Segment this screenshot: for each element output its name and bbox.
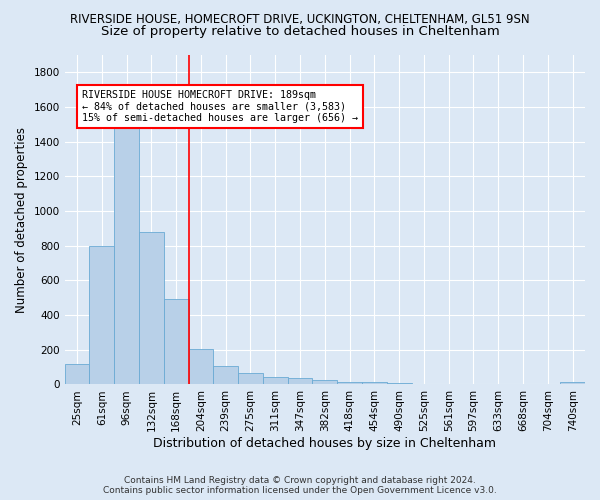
Bar — [114, 128, 139, 384]
Bar — [287, 378, 313, 384]
Text: Contains HM Land Registry data © Crown copyright and database right 2024.
Contai: Contains HM Land Registry data © Crown c… — [103, 476, 497, 495]
Bar — [560, 382, 585, 384]
Bar — [139, 232, 164, 384]
Bar — [238, 373, 263, 384]
Bar — [188, 349, 214, 384]
Bar — [263, 376, 287, 384]
Text: Size of property relative to detached houses in Cheltenham: Size of property relative to detached ho… — [101, 25, 499, 38]
Bar — [164, 300, 188, 384]
Bar — [337, 382, 362, 384]
Text: RIVERSIDE HOUSE HOMECROFT DRIVE: 189sqm
← 84% of detached houses are smaller (3,: RIVERSIDE HOUSE HOMECROFT DRIVE: 189sqm … — [82, 90, 358, 123]
Bar — [65, 364, 89, 384]
Bar — [387, 383, 412, 384]
Bar — [89, 246, 114, 384]
Bar — [313, 380, 337, 384]
Bar — [362, 382, 387, 384]
X-axis label: Distribution of detached houses by size in Cheltenham: Distribution of detached houses by size … — [154, 437, 496, 450]
Text: RIVERSIDE HOUSE, HOMECROFT DRIVE, UCKINGTON, CHELTENHAM, GL51 9SN: RIVERSIDE HOUSE, HOMECROFT DRIVE, UCKING… — [70, 12, 530, 26]
Bar — [214, 366, 238, 384]
Y-axis label: Number of detached properties: Number of detached properties — [15, 126, 28, 312]
